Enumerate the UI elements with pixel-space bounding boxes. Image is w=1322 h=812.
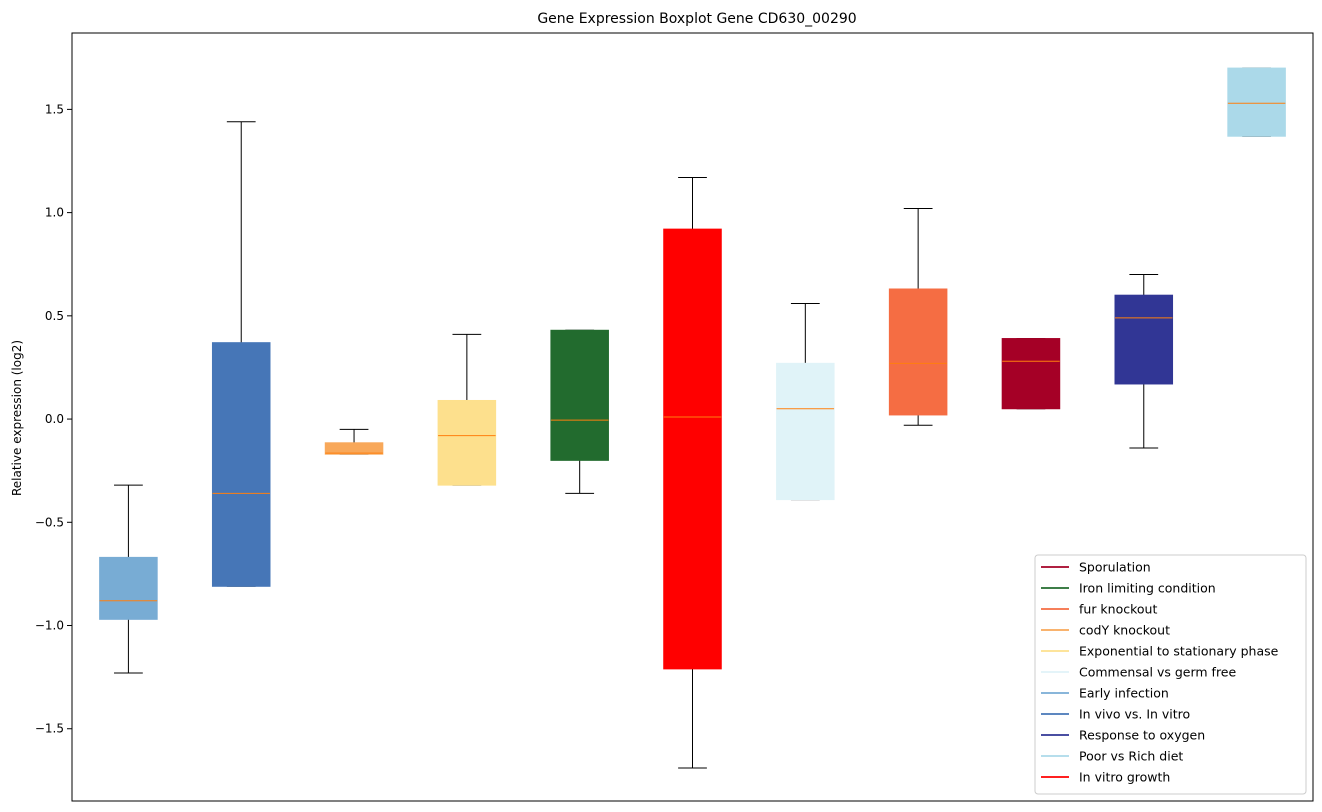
y-tick-label: 1.0	[45, 206, 64, 220]
legend-label: Sporulation	[1079, 560, 1151, 575]
y-tick-label: −1.0	[35, 619, 64, 633]
box-body	[663, 228, 722, 670]
legend-label: In vivo vs. In vitro	[1079, 707, 1190, 722]
legend-label: Early infection	[1079, 686, 1169, 701]
box-group	[1114, 274, 1174, 449]
box-body	[888, 288, 948, 416]
box-body	[550, 329, 609, 461]
y-tick-label: 0.5	[45, 309, 64, 323]
y-tick-label: −0.5	[35, 515, 64, 529]
box-body	[437, 399, 497, 486]
box-group	[776, 302, 835, 501]
legend: Sporulation Iron limiting condition fur kn…	[1034, 554, 1307, 795]
box-group	[1227, 67, 1286, 137]
box-body	[776, 362, 835, 501]
y-tick-label: −1.5	[35, 722, 64, 736]
legend-label: codY knockout	[1079, 623, 1170, 638]
plot-frame	[71, 32, 1314, 802]
legend-label: Iron limiting condition	[1079, 581, 1216, 596]
legend-label: Response to oxygen	[1079, 728, 1205, 743]
y-axis: 1.5 1.0 0.5 0.0 −0.5 −1.0 −1.5	[35, 102, 72, 736]
box-group	[211, 121, 271, 587]
legend-box	[1034, 554, 1307, 795]
box-body	[211, 342, 271, 587]
y-tick-label: 1.5	[45, 102, 64, 116]
boxes-layer	[99, 67, 1286, 769]
box-group	[99, 484, 158, 674]
chart-title: Gene Expression Boxplot Gene CD630_00290	[537, 11, 856, 27]
legend-label: fur knockout	[1079, 602, 1157, 617]
box-body	[324, 442, 384, 455]
legend-label: Poor vs Rich diet	[1079, 749, 1183, 764]
box-group	[888, 207, 948, 426]
box-body	[1001, 338, 1061, 410]
box-body	[1114, 294, 1174, 385]
box-group	[437, 333, 497, 486]
y-tick-label: 0.0	[45, 412, 64, 426]
box-body	[99, 556, 158, 620]
legend-label: Commensal vs germ free	[1079, 665, 1236, 680]
legend-label: Exponential to stationary phase	[1079, 644, 1279, 659]
box-group	[1001, 338, 1061, 410]
box-body	[1227, 67, 1286, 137]
y-axis-label: Relative expression (log2)	[10, 340, 24, 496]
box-group	[324, 428, 384, 455]
box-group	[550, 329, 609, 494]
box-group	[663, 177, 722, 769]
legend-label: In vitro growth	[1079, 770, 1170, 785]
